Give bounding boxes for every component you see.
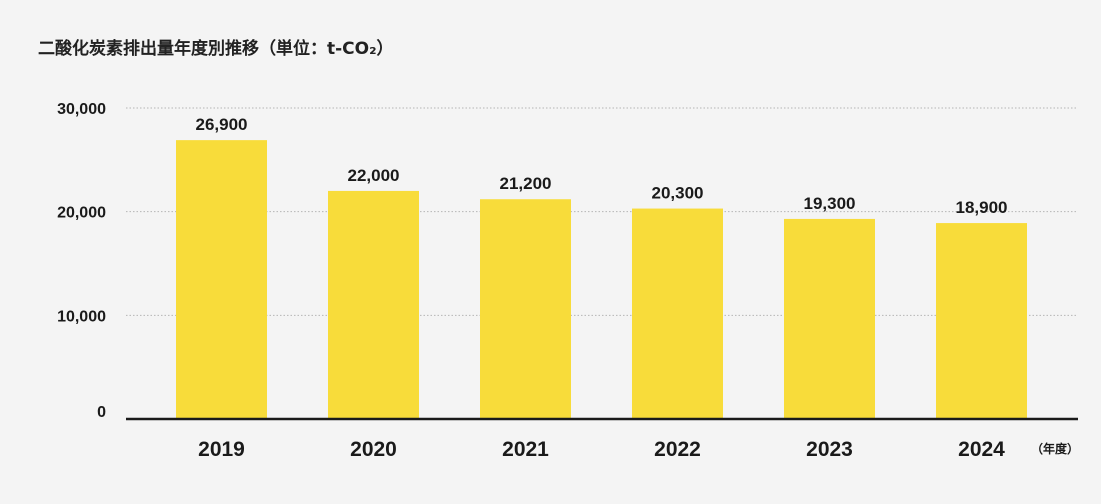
y-tick-label: 10,000: [57, 308, 106, 325]
y-tick-label: 30,000: [57, 101, 106, 118]
bar-2022: [632, 208, 723, 419]
x-tick-label: 2022: [654, 438, 701, 461]
value-label: 19,300: [804, 194, 856, 213]
x-tick-label: 2024: [958, 438, 1005, 461]
bar-2024: [936, 223, 1027, 419]
value-label: 18,900: [956, 198, 1008, 217]
x-tick-label: 2023: [806, 438, 853, 461]
bar-2023: [784, 218, 875, 419]
chart-title: 二酸化炭素排出量年度別推移（単位：t-CO₂）: [38, 39, 394, 59]
y-tick-label: 20,000: [57, 205, 106, 222]
value-label: 21,200: [500, 174, 552, 193]
grid-lines: [126, 107, 1078, 316]
x-unit-label: （年度）: [1031, 441, 1079, 456]
value-label: 20,300: [652, 184, 704, 203]
y-tick-label: 0: [97, 404, 106, 421]
bar-2021: [480, 199, 571, 419]
value-label: 26,900: [196, 115, 248, 134]
bars: [176, 140, 1027, 420]
labels: 0 10,000 20,000 30,000 26,900 2019 22,000 2020 2…: [57, 101, 1079, 461]
x-tick-label: 2021: [502, 438, 549, 461]
x-tick-label: 2020: [350, 438, 397, 461]
bar-2019: [176, 140, 267, 420]
x-tick-label: 2019: [198, 438, 245, 461]
value-label: 22,000: [348, 166, 400, 185]
bar-2020: [328, 190, 419, 419]
